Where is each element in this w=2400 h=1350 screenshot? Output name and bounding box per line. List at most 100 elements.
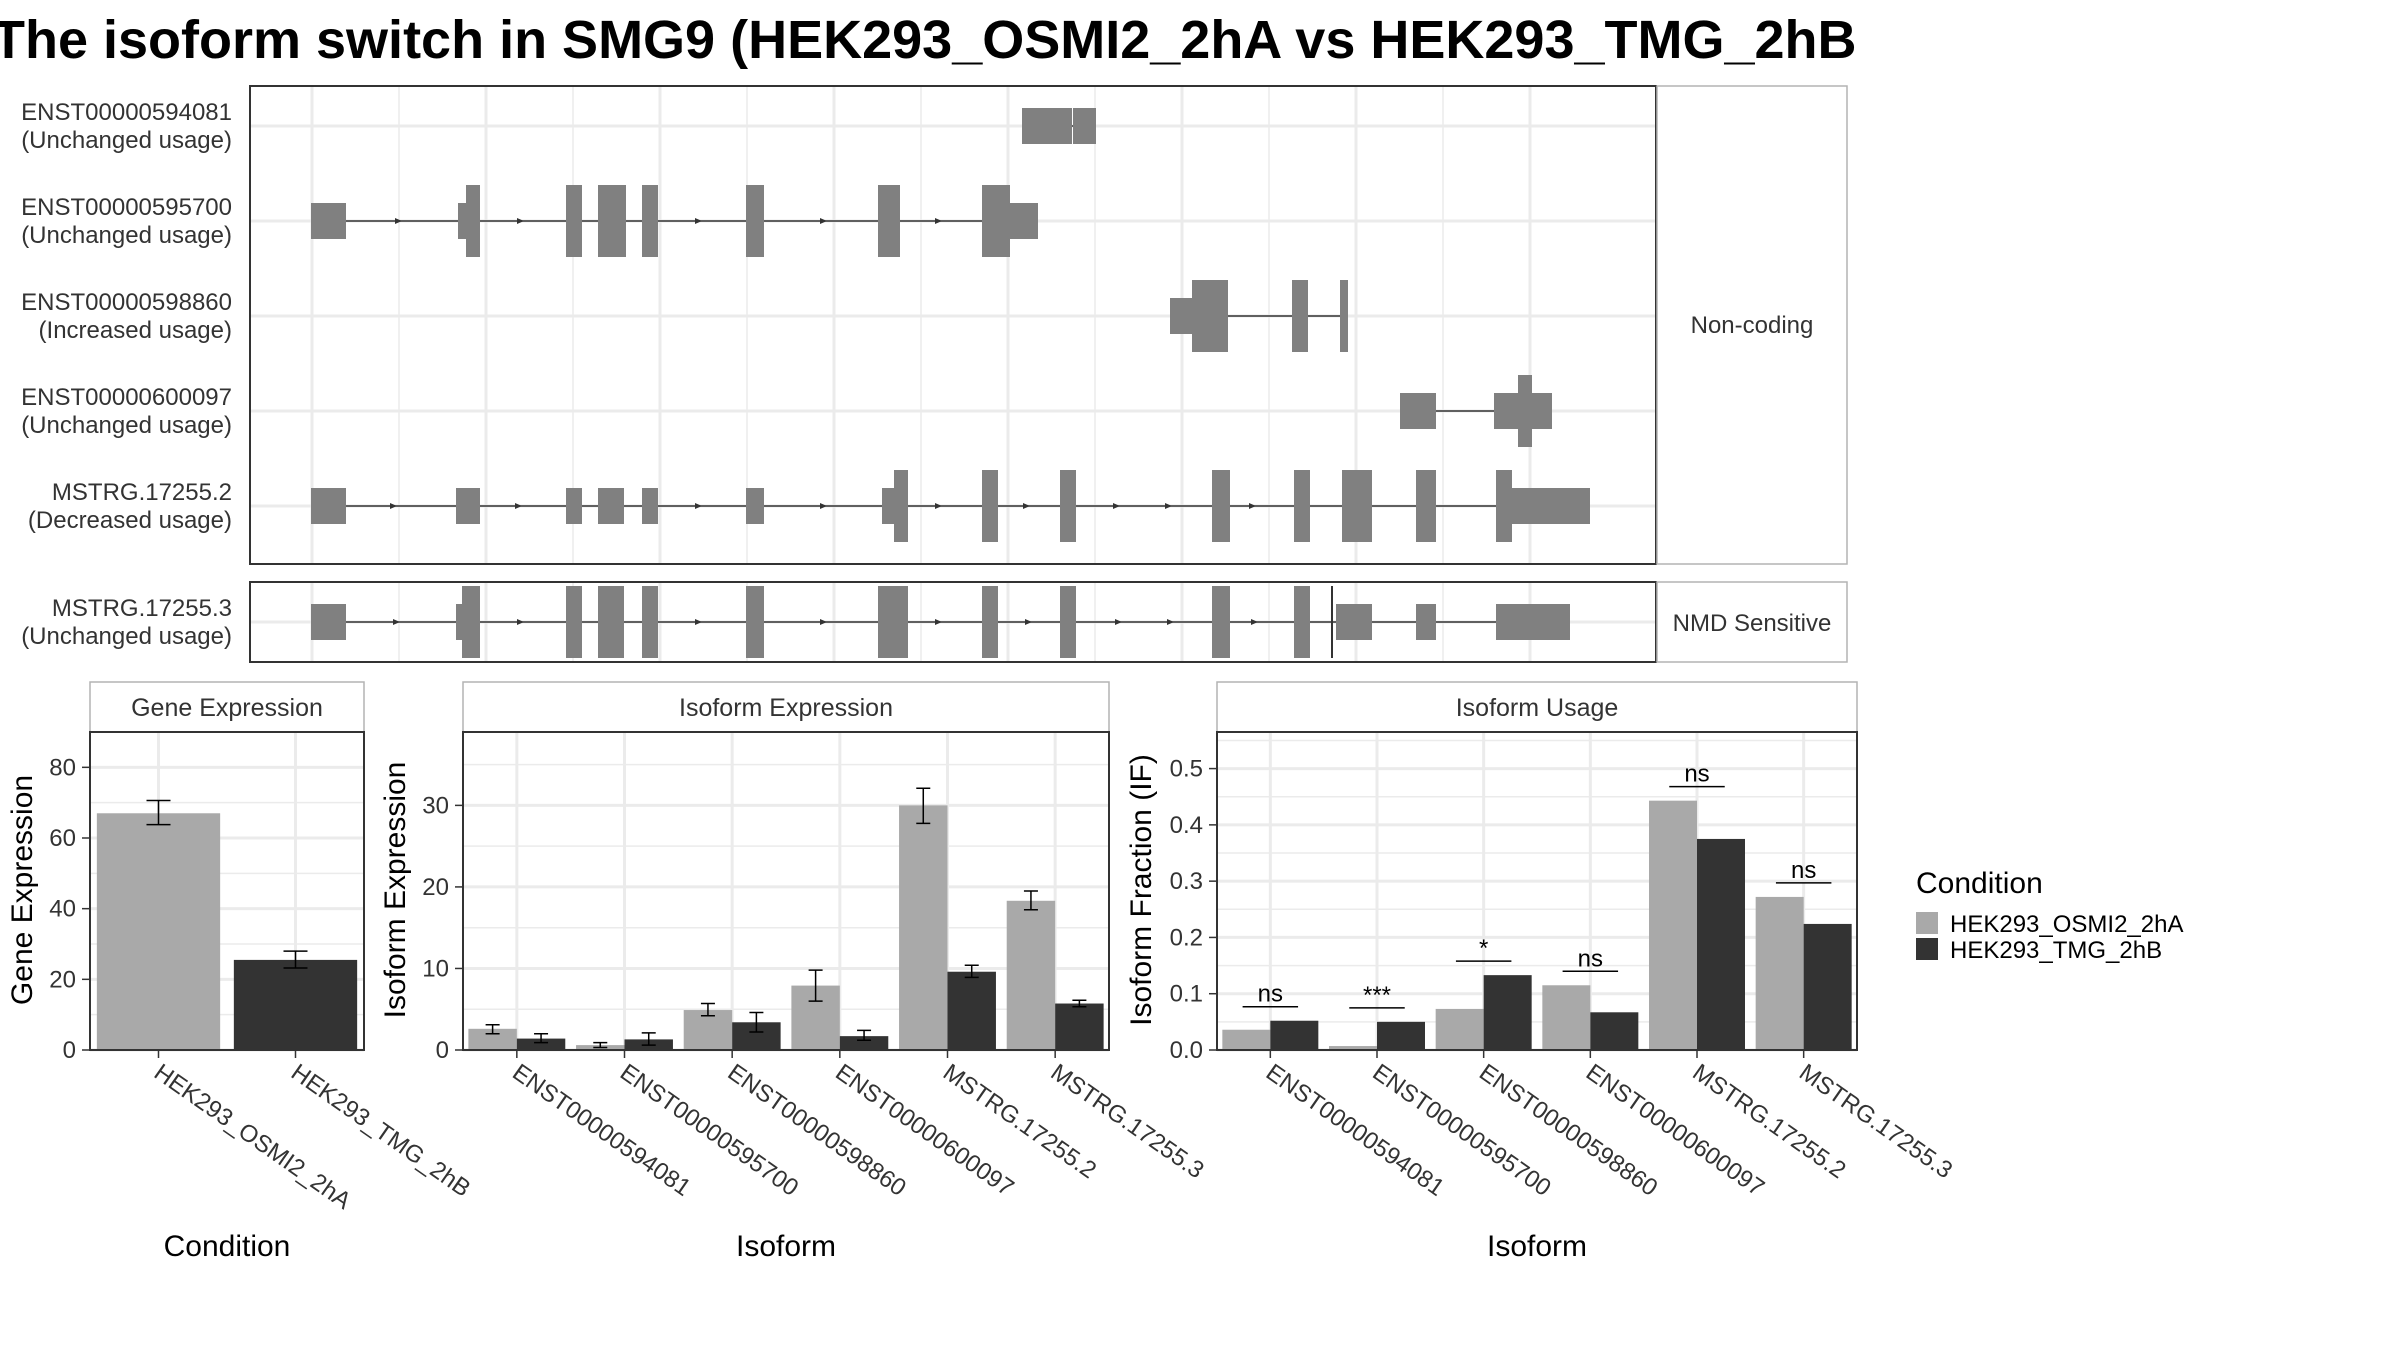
x-axis-title: Condition bbox=[164, 1230, 291, 1263]
transcript-track bbox=[311, 586, 1570, 658]
exon bbox=[1212, 586, 1230, 658]
exon bbox=[311, 488, 346, 524]
y-tick-label: 30 bbox=[422, 792, 449, 819]
transcript-usage-label: (Unchanged usage) bbox=[21, 222, 232, 249]
transcript-track bbox=[1400, 375, 1552, 447]
exon bbox=[1022, 108, 1072, 144]
exon bbox=[598, 185, 626, 257]
exon bbox=[982, 470, 998, 542]
exon bbox=[1060, 470, 1076, 542]
exon bbox=[1170, 298, 1192, 334]
significance-label: * bbox=[1479, 935, 1488, 962]
exon bbox=[462, 586, 480, 658]
exon bbox=[746, 185, 764, 257]
bar bbox=[1483, 975, 1532, 1050]
transcript-usage-label: (Unchanged usage) bbox=[21, 412, 232, 439]
exon bbox=[458, 203, 466, 239]
exon bbox=[642, 488, 658, 524]
y-tick-label: 0.5 bbox=[1170, 756, 1203, 783]
error-bar bbox=[1023, 890, 1038, 911]
strand-arrow bbox=[1251, 619, 1258, 625]
exon bbox=[598, 488, 624, 524]
exon bbox=[1400, 393, 1436, 429]
bar bbox=[516, 1038, 566, 1050]
strand-arrow bbox=[393, 619, 400, 625]
exon bbox=[1416, 604, 1436, 640]
exon bbox=[311, 203, 346, 239]
y-tick-label: 0.4 bbox=[1170, 812, 1203, 839]
panel-strip bbox=[1216, 681, 1858, 733]
transcript-track bbox=[311, 470, 1590, 542]
exon bbox=[466, 185, 480, 257]
strand-arrow bbox=[1249, 503, 1256, 509]
y-tick-label: 0.2 bbox=[1170, 924, 1203, 951]
group-label-nmd: NMD Sensitive bbox=[1673, 610, 1832, 637]
bar bbox=[96, 813, 221, 1050]
bar bbox=[1006, 900, 1056, 1050]
group-label-noncoding: Non-coding bbox=[1691, 312, 1814, 339]
error-bar bbox=[283, 950, 308, 969]
x-tick-label: ENST00000600097 bbox=[1581, 1059, 1769, 1202]
strand-arrow bbox=[395, 218, 402, 224]
exon bbox=[882, 488, 894, 524]
strand-arrow bbox=[1023, 503, 1030, 509]
exon bbox=[311, 604, 346, 640]
bar bbox=[1435, 1008, 1484, 1050]
bar bbox=[1377, 1021, 1425, 1050]
legend-title: Condition bbox=[1916, 867, 2043, 900]
panel-title: Isoform Usage bbox=[1456, 694, 1619, 722]
strand-arrow bbox=[1115, 619, 1122, 625]
structure-panel-border bbox=[249, 85, 1657, 565]
exon bbox=[566, 586, 582, 658]
x-tick-label: ENST00000595700 bbox=[1368, 1059, 1556, 1202]
significance-label: ns bbox=[1578, 945, 1603, 972]
x-tick-label: ENST00000600097 bbox=[830, 1059, 1018, 1202]
figure-title: The isoform switch in SMG9 (HEK293_OSMI2… bbox=[0, 10, 1857, 70]
structure-panel-border bbox=[249, 581, 1657, 663]
bar bbox=[1270, 1020, 1319, 1050]
y-tick-label: 20 bbox=[49, 966, 76, 993]
bar bbox=[1542, 985, 1591, 1050]
exon bbox=[456, 604, 462, 640]
y-tick-label: 0.1 bbox=[1170, 981, 1203, 1008]
y-tick-label: 10 bbox=[422, 955, 449, 982]
strand-arrow bbox=[515, 503, 522, 509]
exon bbox=[566, 488, 582, 524]
error-bar bbox=[1072, 999, 1087, 1008]
gene-structure-panel: ENST00000594081(Unchanged usage)ENST0000… bbox=[21, 85, 1848, 663]
y-axis-title: Isoform Expression bbox=[379, 762, 412, 1019]
strand-arrow bbox=[695, 619, 702, 625]
transcript-name: ENST00000598860 bbox=[21, 289, 232, 316]
x-tick-label: ENST00000595700 bbox=[615, 1059, 803, 1202]
exon bbox=[982, 586, 998, 658]
bar bbox=[1649, 800, 1697, 1050]
bar-panel: Isoform ExpressionENST00000594081ENST000… bbox=[379, 681, 1209, 1263]
exon bbox=[1496, 604, 1570, 640]
transcript-track bbox=[1022, 108, 1096, 144]
legend-swatch bbox=[1916, 912, 1938, 934]
legend-label: HEK293_TMG_2hB bbox=[1950, 937, 2162, 964]
exon bbox=[1512, 488, 1590, 524]
transcript-name: MSTRG.17255.3 bbox=[52, 595, 232, 622]
exon bbox=[1340, 280, 1348, 352]
exon bbox=[1192, 280, 1228, 352]
bar-panel: Isoform Usage ns ENST00000594081 *** ENST000… bbox=[1125, 681, 1957, 1263]
exon bbox=[642, 586, 658, 658]
x-axis-title: Isoform bbox=[736, 1230, 836, 1263]
error-bar bbox=[700, 1002, 715, 1017]
strand-arrow bbox=[935, 218, 942, 224]
plot-border bbox=[89, 731, 365, 1051]
exon bbox=[598, 586, 624, 658]
significance-label: *** bbox=[1363, 982, 1391, 1009]
error-bar bbox=[146, 799, 171, 826]
bar bbox=[1697, 838, 1745, 1050]
exon bbox=[746, 586, 764, 658]
bar bbox=[468, 1028, 517, 1050]
error-bar bbox=[857, 1029, 872, 1041]
bar bbox=[1590, 1012, 1639, 1050]
strand-arrow bbox=[1113, 503, 1120, 509]
bar bbox=[1803, 923, 1852, 1050]
transcript-track bbox=[311, 185, 1038, 257]
